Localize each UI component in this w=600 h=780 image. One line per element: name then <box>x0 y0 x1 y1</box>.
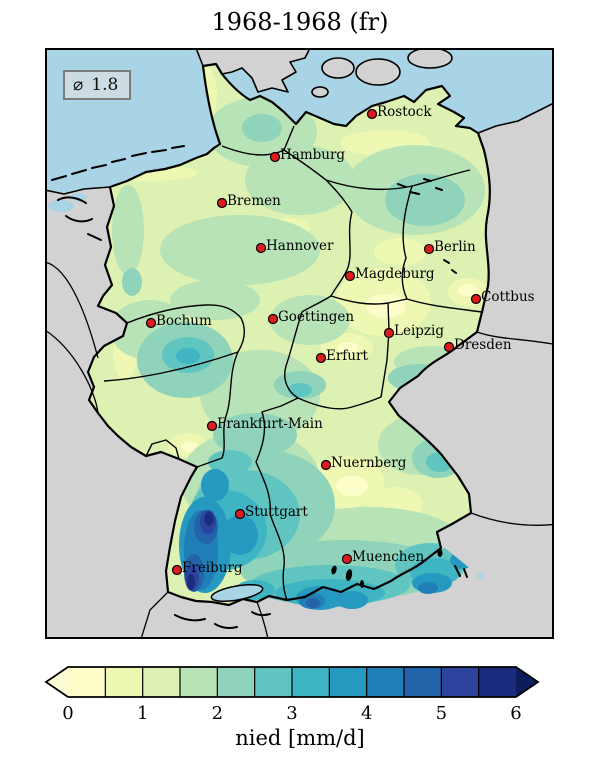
colorbar-tick-label: 6 <box>510 703 521 724</box>
city-marker-berlin: Berlin <box>423 239 476 255</box>
city-marker-rostock: Rostock <box>366 104 432 120</box>
contour-levels <box>102 67 488 610</box>
map-frame <box>45 48 554 639</box>
contour-level-12 <box>187 512 214 590</box>
city-marker-magdeburg: Magdeburg <box>344 266 435 282</box>
colorbar-tick-label: 0 <box>62 703 73 724</box>
lakes-and-islets <box>51 145 484 629</box>
city-label: Berlin <box>434 239 476 255</box>
colorbar-outline <box>44 666 540 698</box>
colorbar-segment <box>105 667 144 697</box>
city-dot <box>206 420 218 432</box>
colorbar-axis-label: nied [mm/d] <box>235 726 365 750</box>
dutch-inland-waters <box>48 193 102 241</box>
city-label: Bochum <box>156 313 212 329</box>
colorbar-tick-label: 2 <box>212 703 223 724</box>
colorbar-tick-label: 3 <box>286 703 297 724</box>
city-label: Hannover <box>266 238 334 254</box>
colorbar-segment <box>292 667 330 697</box>
city-label: Leipzig <box>394 323 444 339</box>
city-dot <box>171 564 183 576</box>
lake-constance <box>210 584 264 602</box>
city-marker-goettingen: Goettingen <box>267 309 354 325</box>
mean-value-badge: ⌀ 1.8 <box>63 70 131 100</box>
city-dot <box>234 508 246 520</box>
city-marker-bremen: Bremen <box>216 193 281 209</box>
state-borders <box>103 125 483 601</box>
city-label: Dresden <box>454 337 512 353</box>
city-dot <box>341 553 353 565</box>
colorbar-segment <box>366 667 405 697</box>
city-label: Cottbus <box>481 289 535 305</box>
city-label: Erfurt <box>326 348 368 364</box>
diameter-mean-icon: ⌀ <box>73 75 84 95</box>
denmark <box>195 48 453 98</box>
city-dot <box>269 151 281 163</box>
swiss-lake-squiggles <box>174 565 468 629</box>
colorbar-segment <box>180 667 218 697</box>
city-dot <box>443 341 455 353</box>
figure-title: 1968-1968 (fr) <box>211 8 389 36</box>
city-marker-muenchen: Muenchen <box>341 549 424 565</box>
colorbar-segment <box>478 667 517 697</box>
city-dot <box>216 197 228 209</box>
city-label: Magdeburg <box>355 266 435 282</box>
city-marker-stuttgart: Stuttgart <box>234 504 308 520</box>
city-label: Stuttgart <box>245 504 308 520</box>
city-marker-dresden: Dresden <box>443 337 512 353</box>
city-marker-cottbus: Cottbus <box>470 289 535 305</box>
colorbar-segment <box>217 667 256 697</box>
city-markers: Rostock Hamburg Bremen Hannover Berlin Magdeb… <box>145 104 535 576</box>
colorbar-segment <box>404 667 442 697</box>
bavarian-lakes <box>331 549 443 588</box>
city-marker-hannover: Hannover <box>255 238 334 254</box>
germany-outline <box>86 62 491 607</box>
mecklenburg-lake-dashes <box>397 178 457 274</box>
mean-value: 1.8 <box>91 75 119 95</box>
city-dot <box>315 352 327 364</box>
colorbar-segment <box>142 667 181 697</box>
city-dot <box>366 108 378 120</box>
colorbar-tick-label: 4 <box>361 703 372 724</box>
colorbar-over-arrow <box>516 667 538 697</box>
city-marker-frankfurt-main: Frankfurt-Main <box>206 416 323 432</box>
colorbar: 0 1 2 3 4 5 6 <box>44 666 540 724</box>
colorbar-segment <box>329 667 368 697</box>
city-dot <box>383 327 395 339</box>
city-label: Frankfurt-Main <box>217 416 323 432</box>
germany-precipitation-map: Rostock Hamburg Bremen Hannover Berlin Magdeb… <box>45 48 554 639</box>
colorbar-tick-label: 1 <box>137 703 148 724</box>
city-label: Freiburg <box>182 560 243 576</box>
city-dot <box>145 317 157 329</box>
city-label: Rostock <box>377 104 432 120</box>
city-dot <box>255 242 267 254</box>
city-dot <box>423 243 435 255</box>
colorbar-segment <box>254 667 293 697</box>
contour-level-1 <box>181 284 478 496</box>
city-label: Nuernberg <box>331 455 407 471</box>
city-label: Goettingen <box>278 309 354 325</box>
city-dot <box>470 293 482 305</box>
frisian-island-dashes <box>51 145 185 181</box>
city-dot <box>344 270 356 282</box>
colorbar-tick-label: 5 <box>436 703 447 724</box>
colorbar-under-arrow <box>46 667 68 697</box>
colorbar-segment <box>68 667 106 697</box>
city-marker-bochum: Bochum <box>145 313 212 329</box>
city-marker-nuernberg: Nuernberg <box>320 455 407 471</box>
city-marker-freiburg: Freiburg <box>171 560 243 576</box>
city-marker-hamburg: Hamburg <box>269 147 345 163</box>
city-dot <box>320 459 332 471</box>
city-dot <box>267 313 279 325</box>
city-label: Muenchen <box>352 549 424 565</box>
city-label: Bremen <box>227 193 281 209</box>
city-label: Hamburg <box>280 147 345 163</box>
city-marker-erfurt: Erfurt <box>315 348 368 364</box>
foreign-borders <box>45 261 554 639</box>
colorbar-segment <box>441 667 480 697</box>
city-marker-leipzig: Leipzig <box>383 323 444 339</box>
